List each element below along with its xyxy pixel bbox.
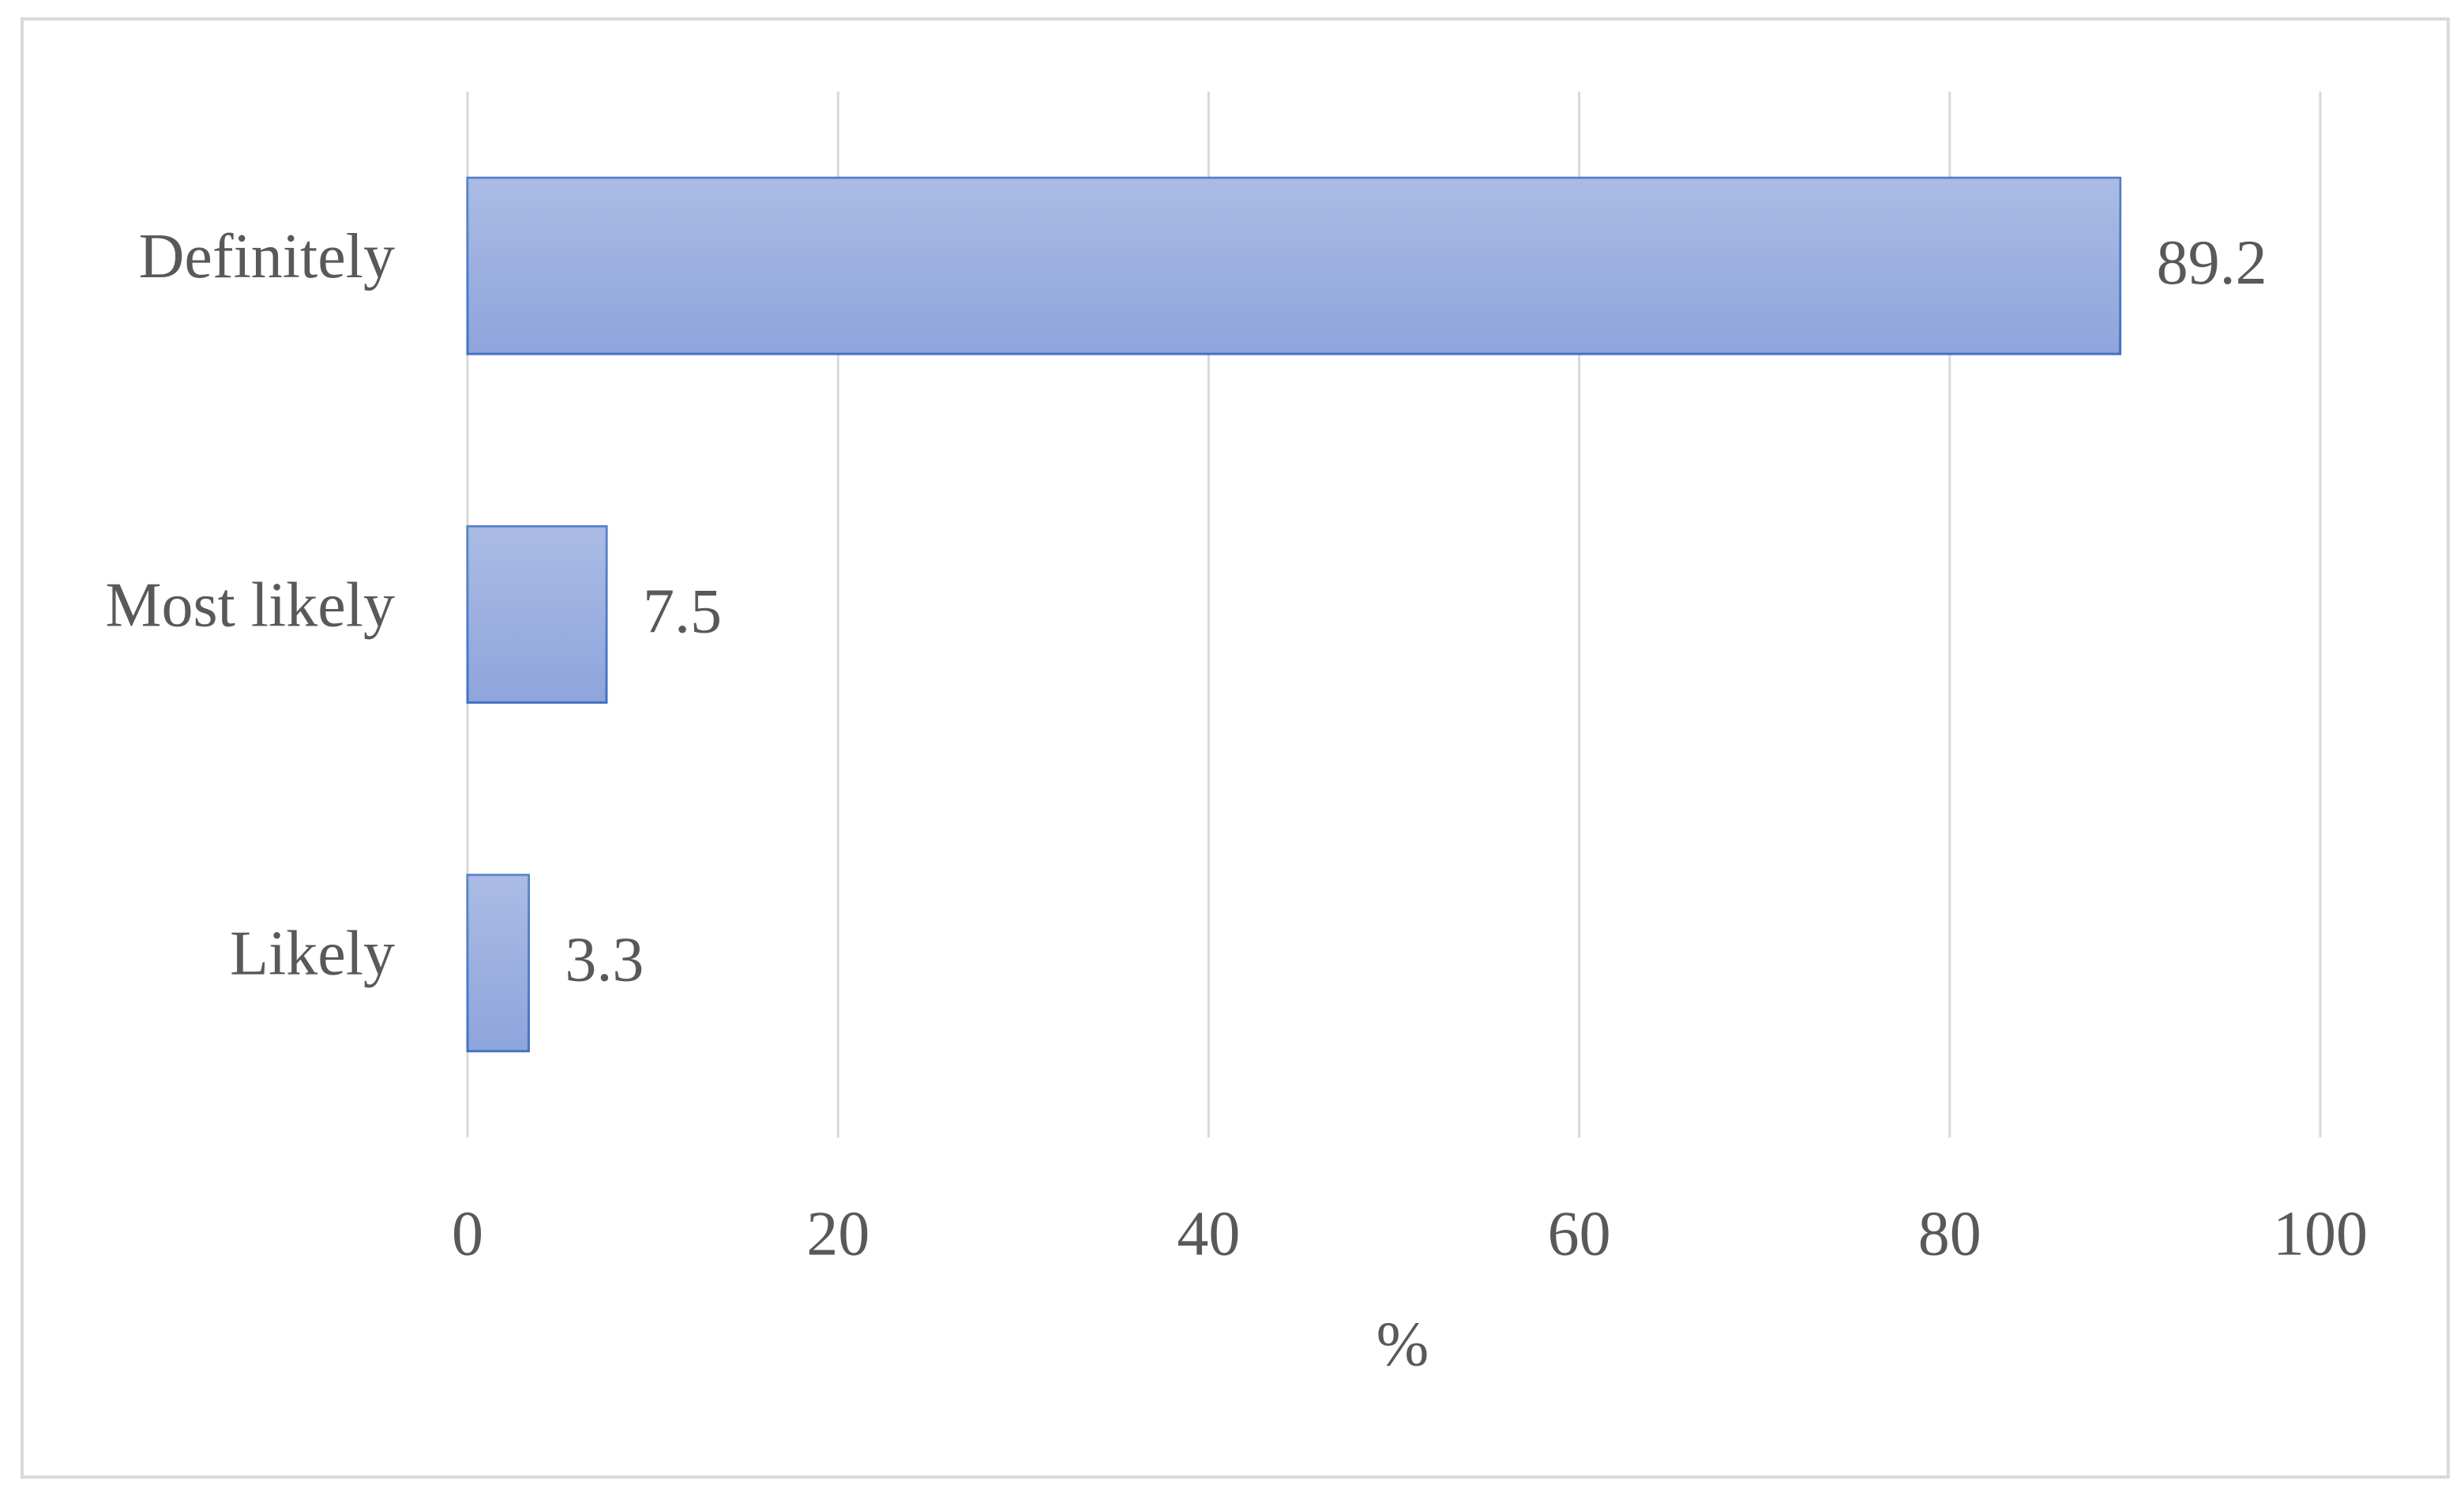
bar (466, 874, 530, 1053)
data-label: 7.5 (643, 577, 722, 646)
x-tick-label: 100 (2273, 1199, 2368, 1269)
bar (466, 176, 2122, 355)
data-label: 89.2 (2157, 228, 2267, 298)
x-tick-label: 40 (1177, 1199, 1240, 1269)
y-tick-label: Definitely (139, 222, 395, 291)
x-tick-label: 80 (1918, 1199, 1981, 1269)
y-tick-label: Most likely (105, 570, 395, 640)
x-tick-label: 0 (452, 1199, 483, 1269)
x-tick-label: 20 (806, 1199, 870, 1269)
x-axis-label: % (1377, 1310, 1429, 1379)
y-tick-label: Likely (230, 919, 395, 989)
bar (466, 525, 608, 704)
data-label: 3.3 (565, 926, 644, 995)
x-tick-label: 60 (1548, 1199, 1611, 1269)
